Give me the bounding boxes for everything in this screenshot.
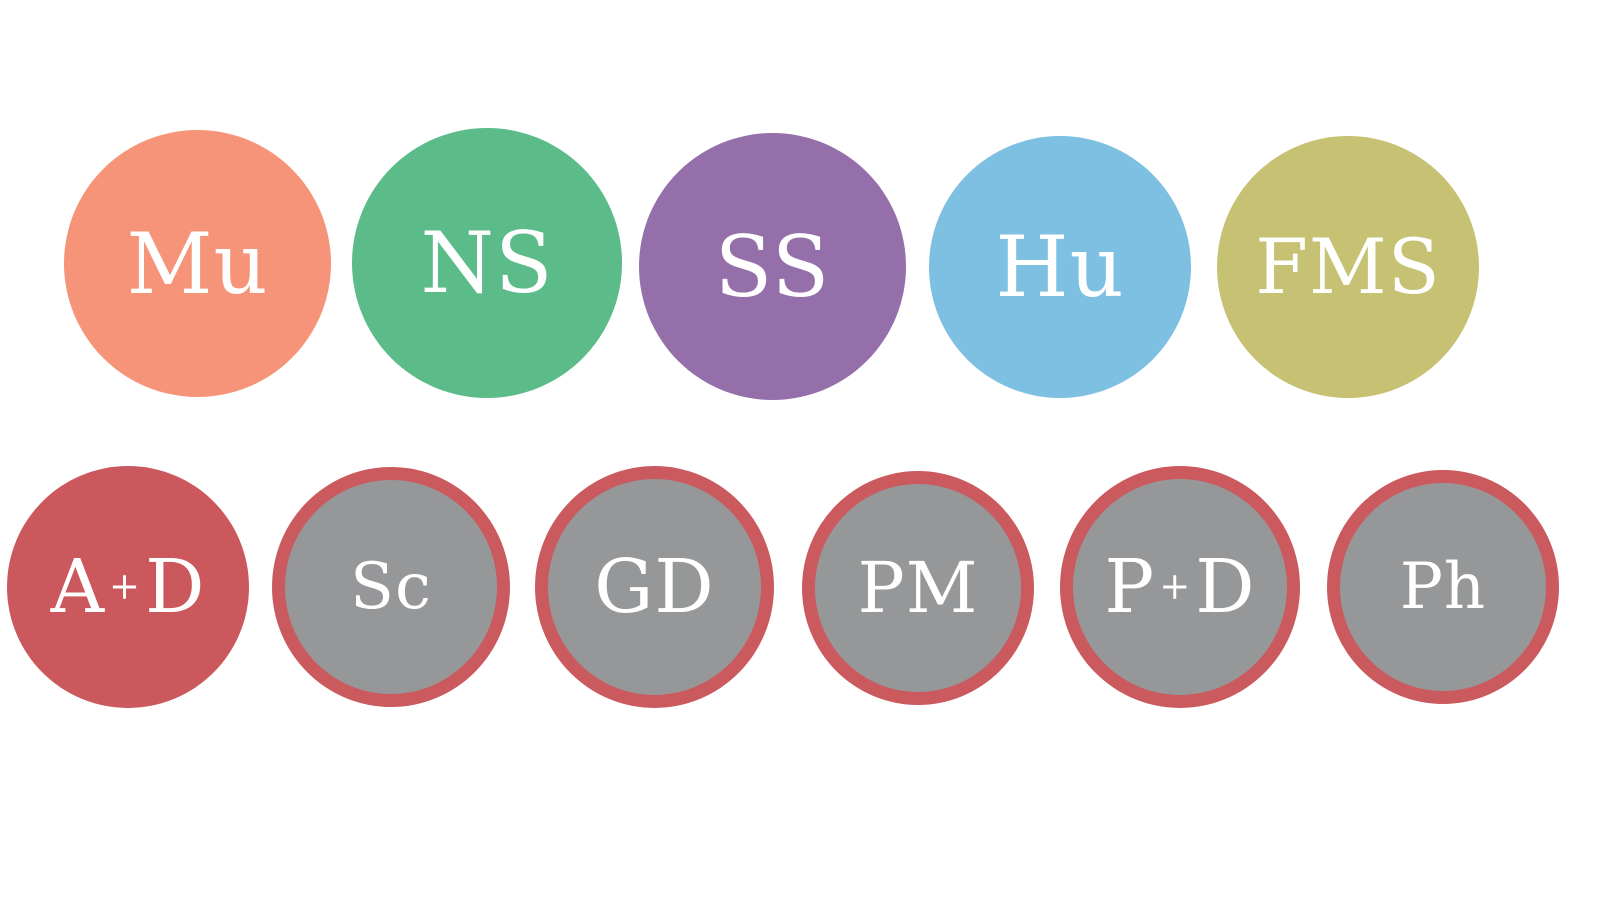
disc-gd-label: GD [594, 544, 715, 630]
disc-a-plus-d-right: D [145, 544, 206, 630]
disc-p-plus-d-right: D [1195, 544, 1256, 630]
disc-gd[interactable]: GD [535, 466, 774, 708]
disc-a-plus-d-left: A [50, 544, 106, 630]
disc-pm[interactable]: PM [802, 471, 1034, 705]
disc-ns[interactable]: NS [352, 128, 622, 398]
disc-ph[interactable]: Ph [1327, 470, 1559, 704]
disc-p-plus-d-left: P [1104, 544, 1156, 630]
disc-ss-label: SS [714, 217, 831, 316]
disc-hu-label: Hu [995, 218, 1125, 316]
disc-pm-label: PM [857, 547, 979, 629]
disc-ns-label: NS [420, 214, 554, 312]
disc-mu-label: Mu [126, 214, 269, 313]
disc-a-plus-d-plus: + [109, 565, 142, 609]
disc-ph-label: Ph [1399, 550, 1487, 624]
disc-p-plus-d-plus: + [1159, 565, 1192, 609]
disc-hu[interactable]: Hu [929, 136, 1191, 398]
disc-sc[interactable]: Sc [272, 467, 510, 707]
disc-a-plus-d[interactable]: A +D [7, 466, 249, 708]
disc-mu[interactable]: Mu [64, 130, 331, 397]
disc-a-plus-d-label: A +D [51, 550, 206, 624]
disc-p-plus-d[interactable]: P +D [1060, 466, 1300, 708]
disc-p-plus-d-label: P +D [1104, 550, 1255, 624]
disc-ss[interactable]: SS [639, 133, 906, 400]
disc-fms[interactable]: FMS [1217, 136, 1479, 398]
disc-fms-label: FMS [1255, 222, 1441, 311]
disc-sc-label: Sc [350, 550, 432, 624]
